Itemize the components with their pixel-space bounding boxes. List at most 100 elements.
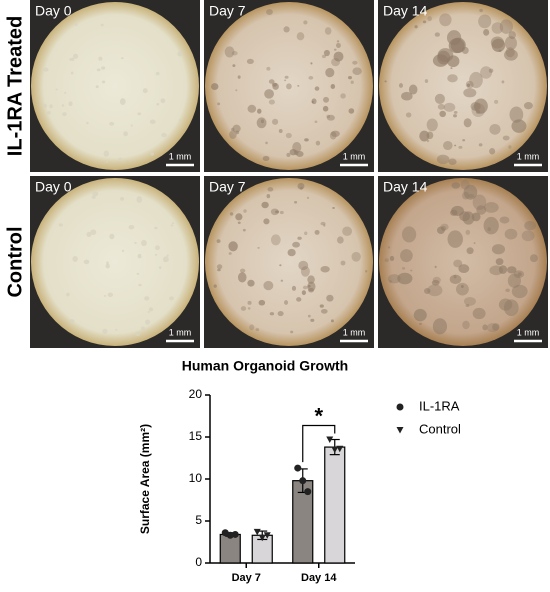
organoid <box>326 114 331 119</box>
panel-label: Day 7 <box>209 3 246 19</box>
organoid <box>456 282 469 296</box>
organoid <box>463 297 476 306</box>
organoid <box>441 225 447 232</box>
data-point <box>294 464 302 472</box>
organoid <box>491 38 506 52</box>
organoid <box>240 306 247 311</box>
organoid <box>231 127 235 131</box>
row-label: Control <box>4 226 26 297</box>
data-point <box>263 532 271 539</box>
organoid <box>329 131 337 140</box>
organoid <box>448 158 457 165</box>
organoid <box>401 91 413 101</box>
organoid <box>178 119 181 121</box>
organoid <box>499 216 510 224</box>
organoid <box>323 49 330 57</box>
microscope-field <box>205 2 373 170</box>
organoid <box>243 209 247 213</box>
organoid <box>340 93 346 99</box>
organoid <box>352 60 358 65</box>
organoid <box>319 304 324 308</box>
organoid <box>170 224 174 227</box>
organoid <box>465 229 471 235</box>
image-panels: IL-1RA Treated Day 0 1 mm Day 7 1 mm Day 14 1 … <box>4 0 548 348</box>
organoid <box>454 144 457 147</box>
organoid <box>296 297 302 302</box>
organoid <box>476 205 487 215</box>
organoid <box>86 121 89 125</box>
data-point <box>326 436 334 444</box>
organoid <box>462 139 466 142</box>
organoid <box>74 22 78 27</box>
organoid <box>483 202 499 213</box>
organoid <box>314 86 320 91</box>
organoid <box>488 68 494 73</box>
organoid <box>272 118 279 125</box>
organoid <box>249 324 255 331</box>
organoid <box>495 258 504 266</box>
organoid <box>432 318 448 335</box>
organoid <box>297 182 305 190</box>
organoid <box>137 253 142 259</box>
organoid <box>323 96 330 103</box>
organoid <box>492 323 500 331</box>
organoid <box>148 307 154 312</box>
significance-bracket <box>302 424 336 463</box>
organoid <box>419 130 430 142</box>
organoid <box>308 76 314 80</box>
organoid <box>149 119 156 125</box>
organoid <box>263 280 274 291</box>
organoid <box>102 328 108 334</box>
organoid <box>332 206 335 209</box>
organoid <box>436 226 445 235</box>
organoid <box>128 224 135 230</box>
organoid <box>530 254 538 263</box>
organoid <box>413 308 427 322</box>
organoid <box>96 68 101 72</box>
organoid <box>462 320 470 330</box>
panel-label: Day 0 <box>35 3 72 19</box>
organoid <box>296 151 304 158</box>
legend-marker <box>396 403 404 411</box>
organoid <box>304 231 308 236</box>
scale-label: 1 mm <box>169 151 192 161</box>
organoid <box>419 322 422 325</box>
organoid <box>169 296 175 301</box>
organoid <box>397 272 413 285</box>
organoid <box>101 66 106 70</box>
panel-label: Day 14 <box>383 3 428 19</box>
organoid <box>336 236 344 244</box>
organoid <box>247 279 255 287</box>
organoid <box>163 256 169 263</box>
organoid <box>347 76 352 80</box>
organoid <box>507 266 517 274</box>
organoid <box>384 258 389 262</box>
organoid <box>61 104 65 107</box>
organoid <box>121 98 124 100</box>
organoid <box>365 270 368 273</box>
x-tick-label: Day 7 <box>232 572 261 584</box>
organoid <box>384 80 387 83</box>
organoid <box>73 53 79 59</box>
organoid <box>284 79 287 82</box>
organoid <box>447 74 458 83</box>
organoid <box>523 102 533 110</box>
organoid <box>72 256 78 262</box>
organoid <box>147 311 150 313</box>
organoid <box>336 40 340 43</box>
organoid <box>154 253 158 256</box>
organoid <box>307 314 311 318</box>
organoid <box>410 269 413 272</box>
organoid <box>322 105 329 112</box>
organoid <box>257 246 260 249</box>
organoid <box>228 252 232 255</box>
organoid <box>100 23 104 27</box>
organoid <box>424 79 429 83</box>
organoid <box>119 98 126 106</box>
organoid <box>450 67 453 70</box>
organoid <box>211 83 219 90</box>
organoid <box>62 112 67 117</box>
organoid <box>342 226 353 237</box>
organoid <box>478 14 492 29</box>
organoid <box>277 310 284 317</box>
